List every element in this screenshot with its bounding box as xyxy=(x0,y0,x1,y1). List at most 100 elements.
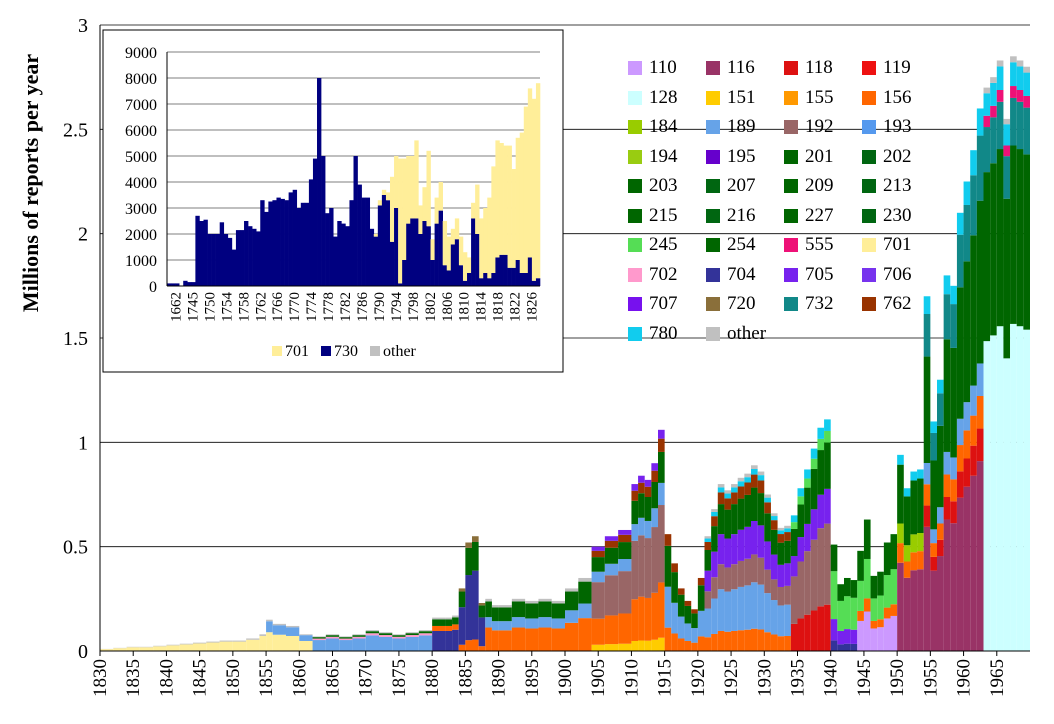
main-bar-segment xyxy=(944,520,951,651)
main-bar-segment xyxy=(718,589,725,631)
inset-bar-segment xyxy=(281,199,285,286)
main-bar-segment xyxy=(266,621,273,632)
main-bar-segment xyxy=(957,235,964,288)
main-bar-segment xyxy=(897,465,904,524)
main-bar-segment xyxy=(817,528,824,606)
main-bar-segment xyxy=(705,550,712,571)
legend-item: 116 xyxy=(706,58,755,78)
main-bar-segment xyxy=(751,469,758,475)
main-bar-segment xyxy=(638,640,645,651)
legend-item: 701 xyxy=(862,235,912,255)
main-bar-segment xyxy=(1003,124,1010,145)
inset-bar-segment xyxy=(520,133,524,273)
inset-bar-segment xyxy=(435,198,439,224)
inset-bar-segment xyxy=(536,83,540,278)
main-bar-segment xyxy=(811,469,818,509)
main-bar-segment xyxy=(824,489,831,524)
main-bar-segment xyxy=(957,287,964,418)
legend-swatch xyxy=(628,120,642,134)
main-bar-segment xyxy=(784,532,791,541)
inset-bar-segment xyxy=(398,159,402,284)
main-bar-segment xyxy=(778,528,785,530)
main-bar-segment xyxy=(445,618,452,620)
inset-bar-segment xyxy=(321,156,325,286)
inset-x-tick-label: 1790 xyxy=(372,292,388,322)
legend-item: 201 xyxy=(784,147,834,167)
inset-x-tick-label: 1762 xyxy=(253,292,269,322)
inset-bar-segment xyxy=(390,177,394,242)
main-bar-segment xyxy=(731,492,738,504)
inset-bar-segment xyxy=(394,156,398,208)
main-bar-segment xyxy=(352,635,365,637)
main-bar-segment xyxy=(711,598,718,633)
main-bar-segment xyxy=(731,487,738,492)
main-x-tick-label: 1870 xyxy=(356,659,377,697)
inset-x-tick-label: 1662 xyxy=(168,292,184,322)
main-bar-segment xyxy=(259,634,266,636)
inset-bar-segment xyxy=(297,208,301,286)
main-bar-segment xyxy=(977,396,984,429)
main-bar-segment xyxy=(764,513,771,541)
main-bar-segment xyxy=(406,637,419,651)
main-bar-segment xyxy=(864,598,871,611)
main-bar-segment xyxy=(798,488,805,496)
inset-bar-segment xyxy=(487,278,491,286)
inset-bar-segment xyxy=(536,278,540,286)
main-bar-segment xyxy=(817,606,824,651)
legend-item: 230 xyxy=(862,206,912,226)
inset-bar-segment xyxy=(382,195,386,286)
main-bar-segment xyxy=(944,339,951,452)
main-bar-segment xyxy=(804,615,811,651)
legend-item: 720 xyxy=(706,294,756,314)
main-bar-segment xyxy=(744,630,751,651)
main-bar-segment xyxy=(758,558,765,585)
main-bar-segment xyxy=(665,546,672,587)
legend-label: 209 xyxy=(805,175,834,197)
main-bar-segment xyxy=(452,624,459,629)
main-bar-segment xyxy=(645,641,652,651)
main-bar-segment xyxy=(731,631,738,651)
main-bar-segment xyxy=(1023,73,1030,96)
main-bar-segment xyxy=(392,638,405,651)
legend-label: 194 xyxy=(649,146,678,168)
inset-bar-segment xyxy=(426,151,430,226)
main-bar-segment xyxy=(791,515,798,522)
main-bar-segment xyxy=(917,569,924,651)
legend-item: 155 xyxy=(784,88,834,108)
main-bar-segment xyxy=(153,646,166,651)
main-bar-segment xyxy=(366,635,379,651)
inset-bar-segment xyxy=(512,169,516,268)
main-bar-segment xyxy=(479,646,486,651)
main-bar-segment xyxy=(691,643,698,651)
main-bar-segment xyxy=(751,521,758,554)
main-bar-segment xyxy=(851,580,858,598)
legend-label: 184 xyxy=(649,116,678,138)
main-x-tick-label: 1885 xyxy=(455,659,476,697)
inset-bar-segment xyxy=(471,218,475,286)
main-x-tick-label: 1830 xyxy=(90,659,111,697)
main-bar-segment xyxy=(844,629,851,644)
main-bar-segment xyxy=(910,481,917,535)
legend-label: 245 xyxy=(649,234,678,256)
main-bar-segment xyxy=(997,149,1004,326)
inset-bar-segment xyxy=(532,281,536,286)
main-bar-segment xyxy=(944,275,951,294)
legend-label: 110 xyxy=(649,57,677,79)
main-bar-segment xyxy=(180,644,193,645)
inset-bar-segment xyxy=(455,218,459,239)
main-bar-segment xyxy=(891,534,898,569)
inset-x-tick-label: 1802 xyxy=(423,292,439,322)
main-bar-segment xyxy=(744,527,751,559)
main-bar-segment xyxy=(917,479,924,533)
main-bar-segment xyxy=(605,564,618,575)
inset-bar-segment xyxy=(406,156,410,224)
main-bar-segment xyxy=(638,518,645,536)
main-bar-segment xyxy=(871,598,878,621)
main-bar-segment xyxy=(718,564,725,589)
legend-item: 216 xyxy=(706,206,756,226)
legend-swatch xyxy=(628,297,642,311)
main-bar-segment xyxy=(485,617,492,627)
main-bar-segment xyxy=(1010,62,1017,86)
main-bar-segment xyxy=(665,587,672,628)
